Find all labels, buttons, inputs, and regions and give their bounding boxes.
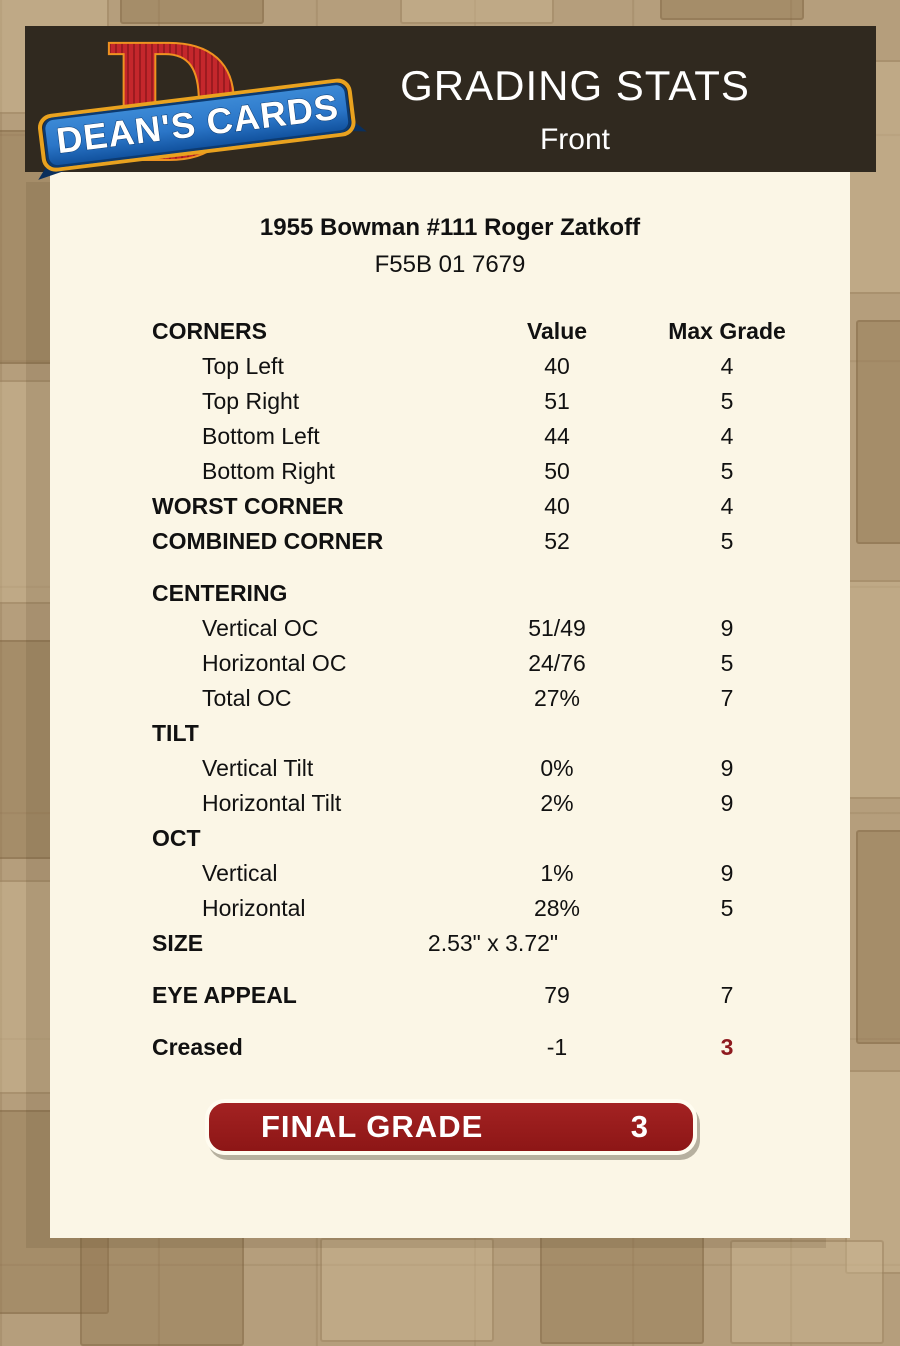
row-label: Vertical — [202, 860, 278, 886]
row-value: 0% — [540, 755, 574, 781]
column-header-value: Value — [526, 318, 588, 344]
table-row: EYE APPEAL 79 7 — [152, 978, 802, 1013]
page-title: GRADING STATS — [400, 62, 750, 109]
row-value: 44 — [544, 423, 570, 449]
final-grade-badge: FINAL GRADE 3 — [205, 1099, 697, 1155]
background-card-decor — [120, 0, 264, 24]
table-row: Horizontal Tilt 2% 9 — [152, 786, 802, 821]
row-label: Vertical Tilt — [202, 755, 314, 781]
table-row: Top Right 51 5 — [152, 384, 802, 419]
table-row: Vertical OC 51/49 9 — [152, 611, 802, 646]
row-max-grade: 9 — [720, 790, 734, 816]
row-value: 40 — [544, 353, 570, 379]
background-card-decor — [845, 580, 900, 799]
table-row: Bottom Right 50 5 — [152, 454, 802, 489]
table-row: Vertical 1% 9 — [152, 856, 802, 891]
final-grade-value: 3 — [630, 1109, 649, 1144]
row-label: Bottom Left — [202, 423, 320, 449]
row-label: Top Right — [202, 388, 300, 414]
card-serial-number: F55B 01 7679 — [374, 251, 526, 278]
row-max-grade: 9 — [720, 860, 734, 886]
row-value: 79 — [544, 982, 570, 1008]
row-value: 52 — [544, 528, 570, 554]
row-value: 40 — [544, 493, 570, 519]
stats-table: CORNERS Value Max Grade Top Left 40 4 To… — [152, 314, 802, 1065]
row-max-grade: 5 — [720, 650, 734, 676]
table-row: Vertical Tilt 0% 9 — [152, 751, 802, 786]
row-label: Bottom Right — [202, 458, 335, 484]
row-value: 50 — [544, 458, 570, 484]
table-row: Creased -1 3 — [152, 1030, 802, 1065]
row-label: CENTERING — [152, 580, 288, 606]
background-card-decor — [80, 1232, 244, 1346]
table-row: Horizontal 28% 5 — [152, 891, 802, 926]
row-label: Total OC — [202, 685, 292, 711]
row-max-grade: 4 — [720, 423, 734, 449]
row-label: Horizontal OC — [202, 650, 347, 676]
row-label: COMBINED CORNER — [152, 528, 384, 554]
background-card-decor — [540, 1230, 704, 1344]
card-title: 1955 Bowman #111 Roger Zatkoff — [259, 214, 641, 241]
row-label: EYE APPEAL — [152, 982, 297, 1008]
background-card-decor — [320, 1238, 494, 1342]
row-max-grade: 3 — [720, 1034, 734, 1060]
row-max-grade: 9 — [720, 615, 734, 641]
table-row: Horizontal OC 24/76 5 — [152, 646, 802, 681]
table-row: Total OC 27% 7 — [152, 681, 802, 716]
row-label: Creased — [152, 1034, 243, 1060]
row-label: WORST CORNER — [152, 493, 344, 519]
row-label: SIZE — [152, 930, 204, 956]
section-label-corners: CORNERS — [152, 318, 268, 344]
header-bar: D DEAN'S CARDS GRADING STATS Front — [25, 10, 876, 199]
header-titles: GRADING STATS Front — [305, 62, 845, 157]
row-max-grade: 5 — [720, 388, 734, 414]
row-max-grade: 7 — [720, 982, 734, 1008]
row-label: Top Left — [202, 353, 284, 379]
row-value: 51 — [544, 388, 570, 414]
row-value: 1% — [540, 860, 574, 886]
table-row: CENTERING — [152, 576, 802, 611]
row-value: 28% — [533, 895, 581, 921]
row-label: Horizontal — [202, 895, 306, 921]
background-card-decor — [730, 1240, 884, 1344]
background-card-decor — [660, 0, 804, 20]
row-value: 24/76 — [528, 650, 586, 676]
table-row: Bottom Left 44 4 — [152, 419, 802, 454]
row-label: Vertical OC — [202, 615, 319, 641]
table-row: TILT — [152, 716, 802, 751]
table-row: OCT — [152, 821, 802, 856]
row-max-grade: 5 — [720, 458, 734, 484]
row-label: Horizontal Tilt — [202, 790, 342, 816]
row-value: 27% — [533, 685, 581, 711]
table-row: COMBINED CORNER 52 5 — [152, 524, 802, 559]
row-max-grade: 7 — [720, 685, 734, 711]
background-card-decor — [400, 0, 554, 24]
background-card-decor — [856, 830, 900, 1044]
table-row: Top Left 40 4 — [152, 349, 802, 384]
table-row: SIZE 2.53" x 3.72" — [152, 926, 802, 961]
table-row: WORST CORNER 40 4 — [152, 489, 802, 524]
row-max-grade: 4 — [720, 493, 734, 519]
row-value: 51/49 — [528, 615, 586, 641]
row-max-grade: 5 — [720, 528, 734, 554]
row-max-grade: 4 — [720, 353, 734, 379]
row-label: OCT — [152, 825, 201, 851]
row-label: TILT — [152, 720, 199, 746]
column-header-max-grade: Max Grade — [668, 318, 786, 344]
row-value: -1 — [546, 1034, 568, 1060]
background-card-decor — [856, 320, 900, 544]
final-grade-label: FINAL GRADE — [261, 1109, 484, 1144]
row-max-grade: 5 — [720, 895, 734, 921]
deans-cards-logo-icon: D DEAN'S CARDS — [38, 10, 367, 199]
row-value: 2.53" x 3.72" — [427, 930, 559, 956]
page-subtitle: Front — [539, 123, 611, 156]
table-header-row: CORNERS Value Max Grade — [152, 314, 802, 349]
grading-card: 1955 Bowman #111 Roger Zatkoff F55B 01 7… — [50, 172, 850, 1238]
row-max-grade: 9 — [720, 755, 734, 781]
stats-rows: Top Left 40 4 Top Right 51 5 Bottom Left… — [152, 349, 802, 1065]
row-value: 2% — [540, 790, 574, 816]
